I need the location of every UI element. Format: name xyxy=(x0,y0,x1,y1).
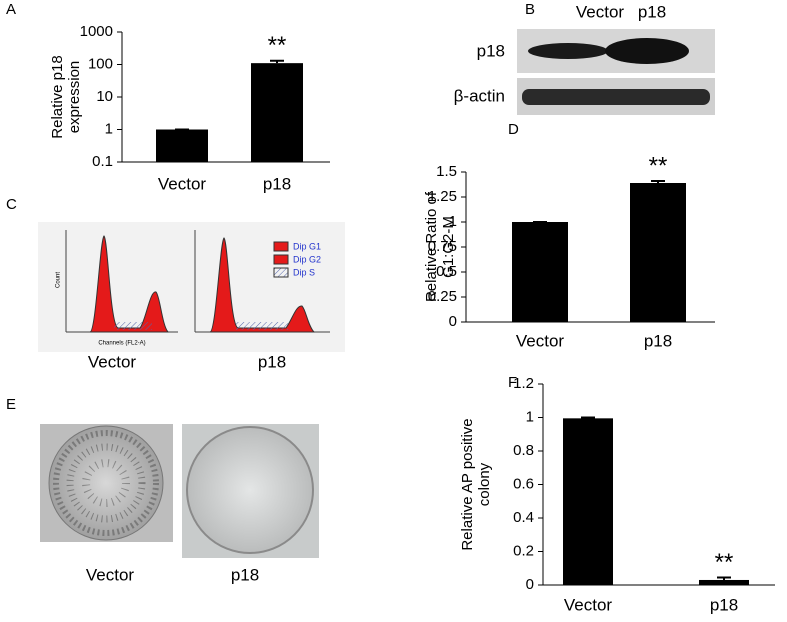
significance: ** xyxy=(649,152,668,179)
x-tick-label: Vector xyxy=(516,331,565,350)
flow-ylabel: Count xyxy=(56,272,62,288)
panel-letter: A xyxy=(6,1,16,18)
y-tick-label: 10 xyxy=(96,88,113,105)
flow-legend: Dip G1 xyxy=(293,241,321,251)
x-tick-label: Vector xyxy=(158,174,207,193)
y-tick-label: 1 xyxy=(449,213,457,230)
x-tick-label: p18 xyxy=(263,174,291,193)
panel-letter: B xyxy=(525,1,535,18)
panel-letter: F xyxy=(508,374,517,391)
blot-image xyxy=(517,29,715,115)
y-tick-label: 0.2 xyxy=(513,542,534,559)
sample-label: p18 xyxy=(231,565,259,584)
y-tick-label: 0.1 xyxy=(92,153,113,170)
y-tick-label: 0 xyxy=(449,313,457,330)
x-tick-label: p18 xyxy=(710,595,738,614)
y-tick-label: 0.75 xyxy=(428,238,457,255)
plate-images xyxy=(40,424,319,558)
panel-letter: C xyxy=(6,196,17,213)
flow-xlabel: Channels (FL2-A) xyxy=(98,341,145,347)
y-axis-label: Relative AP positive xyxy=(459,418,476,550)
y-axis-label: G1:G2-M xyxy=(440,216,457,278)
panel-letter: E xyxy=(6,396,16,413)
blot-column: p18 xyxy=(638,2,666,21)
y-axis-label: Relative p18 xyxy=(49,55,66,138)
bar xyxy=(156,129,208,162)
bar xyxy=(251,63,303,162)
y-tick-label: 1.5 xyxy=(436,163,457,180)
blot-row: p18 xyxy=(477,41,505,60)
y-tick-label: 1.2 xyxy=(513,375,534,392)
y-tick-label: 1 xyxy=(526,408,534,425)
y-tick-label: 0.4 xyxy=(513,509,534,526)
flow-plots xyxy=(38,222,345,352)
error-bar xyxy=(581,416,595,419)
y-tick-label: 0.8 xyxy=(513,442,534,459)
error-bar xyxy=(270,59,284,64)
bar xyxy=(630,183,686,322)
y-axis-label: expression xyxy=(66,61,83,134)
error-bar xyxy=(651,180,665,183)
y-axis-label: Relative Ratio of xyxy=(423,191,440,302)
x-tick-label: Vector xyxy=(564,595,613,614)
significance: ** xyxy=(715,549,734,576)
y-tick-label: 1.25 xyxy=(428,188,457,205)
panel-letter: D xyxy=(508,121,519,138)
y-axis-label: colony xyxy=(476,462,493,506)
sample-label: Vector xyxy=(88,352,137,371)
y-tick-label: 100 xyxy=(88,55,113,72)
flow-legend: Dip S xyxy=(293,267,315,277)
blot-column: Vector xyxy=(576,2,625,21)
x-tick-label: p18 xyxy=(644,331,672,350)
blot-row: β-actin xyxy=(454,86,505,105)
y-tick-label: 0.6 xyxy=(513,475,534,492)
y-tick-label: 1 xyxy=(105,120,113,137)
y-tick-label: 0 xyxy=(526,576,534,593)
flow-legend: Dip G2 xyxy=(293,254,321,264)
y-tick-label: 0.25 xyxy=(428,288,457,305)
y-tick-label: 1000 xyxy=(80,23,113,40)
significance: ** xyxy=(268,32,287,59)
sample-label: Vector xyxy=(86,565,135,584)
sample-label: p18 xyxy=(258,352,286,371)
bar xyxy=(512,222,568,322)
error-bar xyxy=(717,576,731,580)
bar xyxy=(699,579,749,585)
bar xyxy=(563,418,613,585)
y-tick-label: 0.5 xyxy=(436,263,457,280)
